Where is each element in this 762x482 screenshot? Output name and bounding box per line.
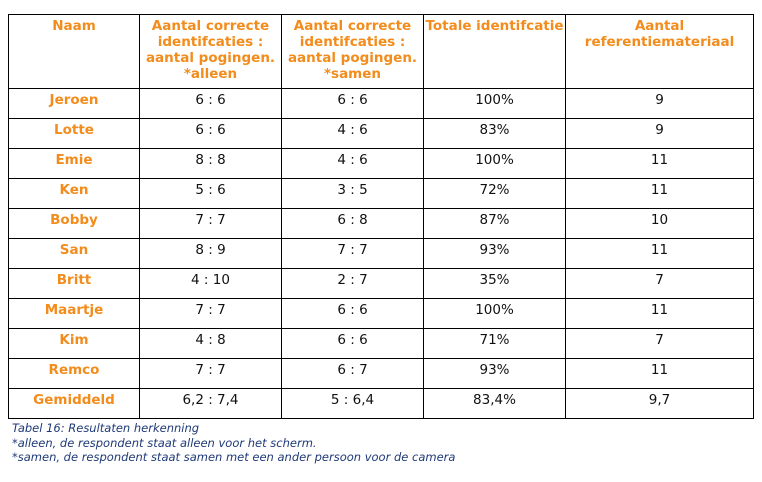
cell-total: 93% — [423, 238, 566, 269]
cell-together: 4 : 6 — [281, 118, 424, 149]
cell-together: 6 : 6 — [281, 88, 424, 119]
cell-alone: 7 : 7 — [139, 298, 282, 329]
cell-reference: 9 — [565, 118, 754, 149]
cell-alone: 4 : 10 — [139, 268, 282, 299]
header-reference: Aantal referentiemateriaal — [565, 14, 754, 89]
cell-together: 5 : 6,4 — [281, 388, 424, 419]
table-row-average: Gemiddeld 6,2 : 7,4 5 : 6,4 83,4% 9,7 — [8, 388, 754, 419]
cell-alone: 6,2 : 7,4 — [139, 388, 282, 419]
caption-note-together: *samen, de respondent staat samen met ee… — [12, 450, 456, 464]
cell-name: Jeroen — [8, 88, 140, 119]
header-total: Totale identifcatie — [423, 14, 566, 89]
cell-name: San — [8, 238, 140, 269]
cell-total: 72% — [423, 178, 566, 209]
cell-name: Maartje — [8, 298, 140, 329]
cell-name: Ken — [8, 178, 140, 209]
cell-alone: 8 : 8 — [139, 148, 282, 179]
cell-together: 3 : 5 — [281, 178, 424, 209]
results-table: Naam Aantal correcte identifcaties : aan… — [8, 14, 754, 419]
cell-alone: 6 : 6 — [139, 88, 282, 119]
cell-together: 6 : 6 — [281, 328, 424, 359]
cell-reference: 9,7 — [565, 388, 754, 419]
caption-note-alone: *alleen, de respondent staat alleen voor… — [12, 435, 317, 450]
cell-alone: 8 : 9 — [139, 238, 282, 269]
cell-name: Emie — [8, 148, 140, 179]
cell-alone: 7 : 7 — [139, 208, 282, 239]
cell-reference: 10 — [565, 208, 754, 239]
cell-total: 93% — [423, 358, 566, 389]
header-name: Naam — [8, 14, 140, 89]
cell-together: 6 : 6 — [281, 298, 424, 329]
cell-together: 6 : 8 — [281, 208, 424, 239]
cell-name: Gemiddeld — [8, 388, 140, 419]
cell-total: 83,4% — [423, 388, 566, 419]
cell-total: 100% — [423, 88, 566, 119]
cell-alone: 7 : 7 — [139, 358, 282, 389]
cell-name: Remco — [8, 358, 140, 389]
cell-reference: 11 — [565, 298, 754, 329]
cell-reference: 11 — [565, 148, 754, 179]
cell-total: 35% — [423, 268, 566, 299]
cell-total: 100% — [423, 298, 566, 329]
cell-name: Kim — [8, 328, 140, 359]
cell-total: 83% — [423, 118, 566, 149]
cell-name: Britt — [8, 268, 140, 299]
header-alone: Aantal correcte identifcaties : aantal p… — [139, 14, 282, 89]
cell-together: 2 : 7 — [281, 268, 424, 299]
cell-name: Lotte — [8, 118, 140, 149]
cell-together: 4 : 6 — [281, 148, 424, 179]
cell-reference: 9 — [565, 88, 754, 119]
cell-reference: 11 — [565, 358, 754, 389]
cell-total: 71% — [423, 328, 566, 359]
cell-alone: 5 : 6 — [139, 178, 282, 209]
cell-reference: 7 — [565, 268, 754, 299]
results-table-container: Naam Aantal correcte identifcaties : aan… — [8, 14, 754, 419]
cell-alone: 4 : 8 — [139, 328, 282, 359]
table-row: Britt 4 : 10 2 : 7 35% 7 — [8, 268, 754, 299]
cell-name: Bobby — [8, 208, 140, 239]
table-header-row: Naam Aantal correcte identifcaties : aan… — [8, 14, 754, 89]
caption-title: Tabel 16: Resultaten herkenning — [12, 421, 200, 435]
cell-together: 7 : 7 — [281, 238, 424, 269]
cell-total: 100% — [423, 148, 566, 179]
header-together: Aantal correcte identifcaties : aantal p… — [281, 14, 424, 89]
cell-total: 87% — [423, 208, 566, 239]
cell-together: 6 : 7 — [281, 358, 424, 389]
cell-reference: 7 — [565, 328, 754, 359]
table-captions: Tabel 16: Resultaten herkenning *alleen,… — [12, 421, 455, 465]
cell-alone: 6 : 6 — [139, 118, 282, 149]
cell-reference: 11 — [565, 178, 754, 209]
cell-reference: 11 — [565, 238, 754, 269]
